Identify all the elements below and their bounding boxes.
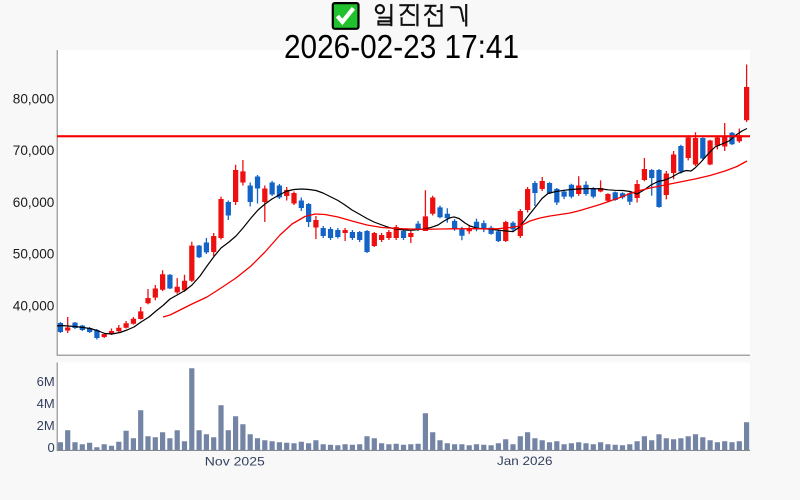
- svg-text:4M: 4M: [37, 396, 55, 411]
- svg-text:50,000: 50,000: [13, 246, 55, 262]
- svg-text:2026-02-23 17:41: 2026-02-23 17:41: [284, 28, 519, 65]
- svg-text:2M: 2M: [37, 418, 55, 433]
- svg-text:6M: 6M: [37, 374, 55, 389]
- svg-text:80,000: 80,000: [13, 90, 55, 106]
- svg-text:Jan 2026: Jan 2026: [497, 454, 553, 468]
- svg-text:60,000: 60,000: [13, 194, 55, 210]
- svg-text:40,000: 40,000: [13, 297, 55, 313]
- svg-text:70,000: 70,000: [13, 142, 55, 158]
- svg-text:Nov 2025: Nov 2025: [205, 454, 265, 468]
- svg-text:0: 0: [47, 440, 54, 455]
